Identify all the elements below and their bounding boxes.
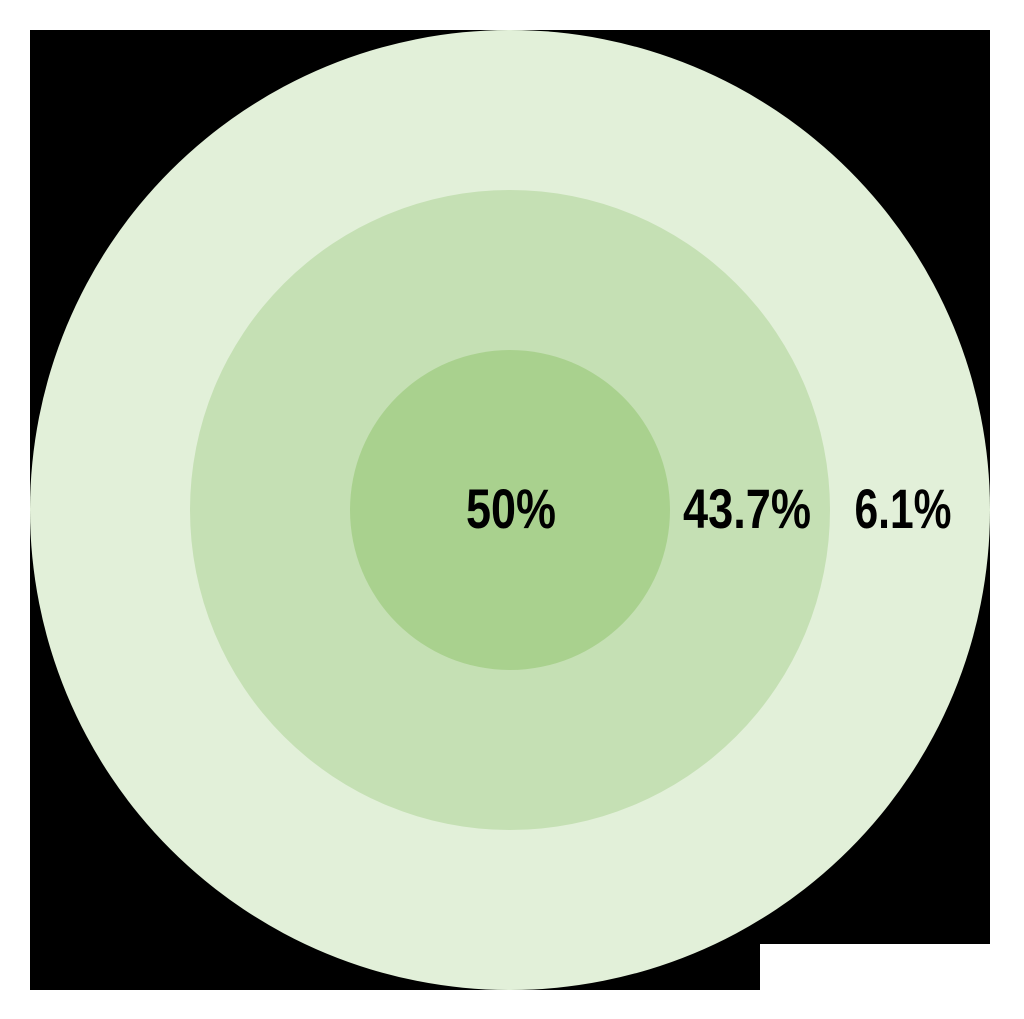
inner-circle [350, 350, 670, 670]
middle-ring-label: 43.7% [683, 477, 811, 540]
outer-ring-label: 6.1% [855, 477, 952, 540]
inner-circle-label: 50% [466, 477, 556, 540]
